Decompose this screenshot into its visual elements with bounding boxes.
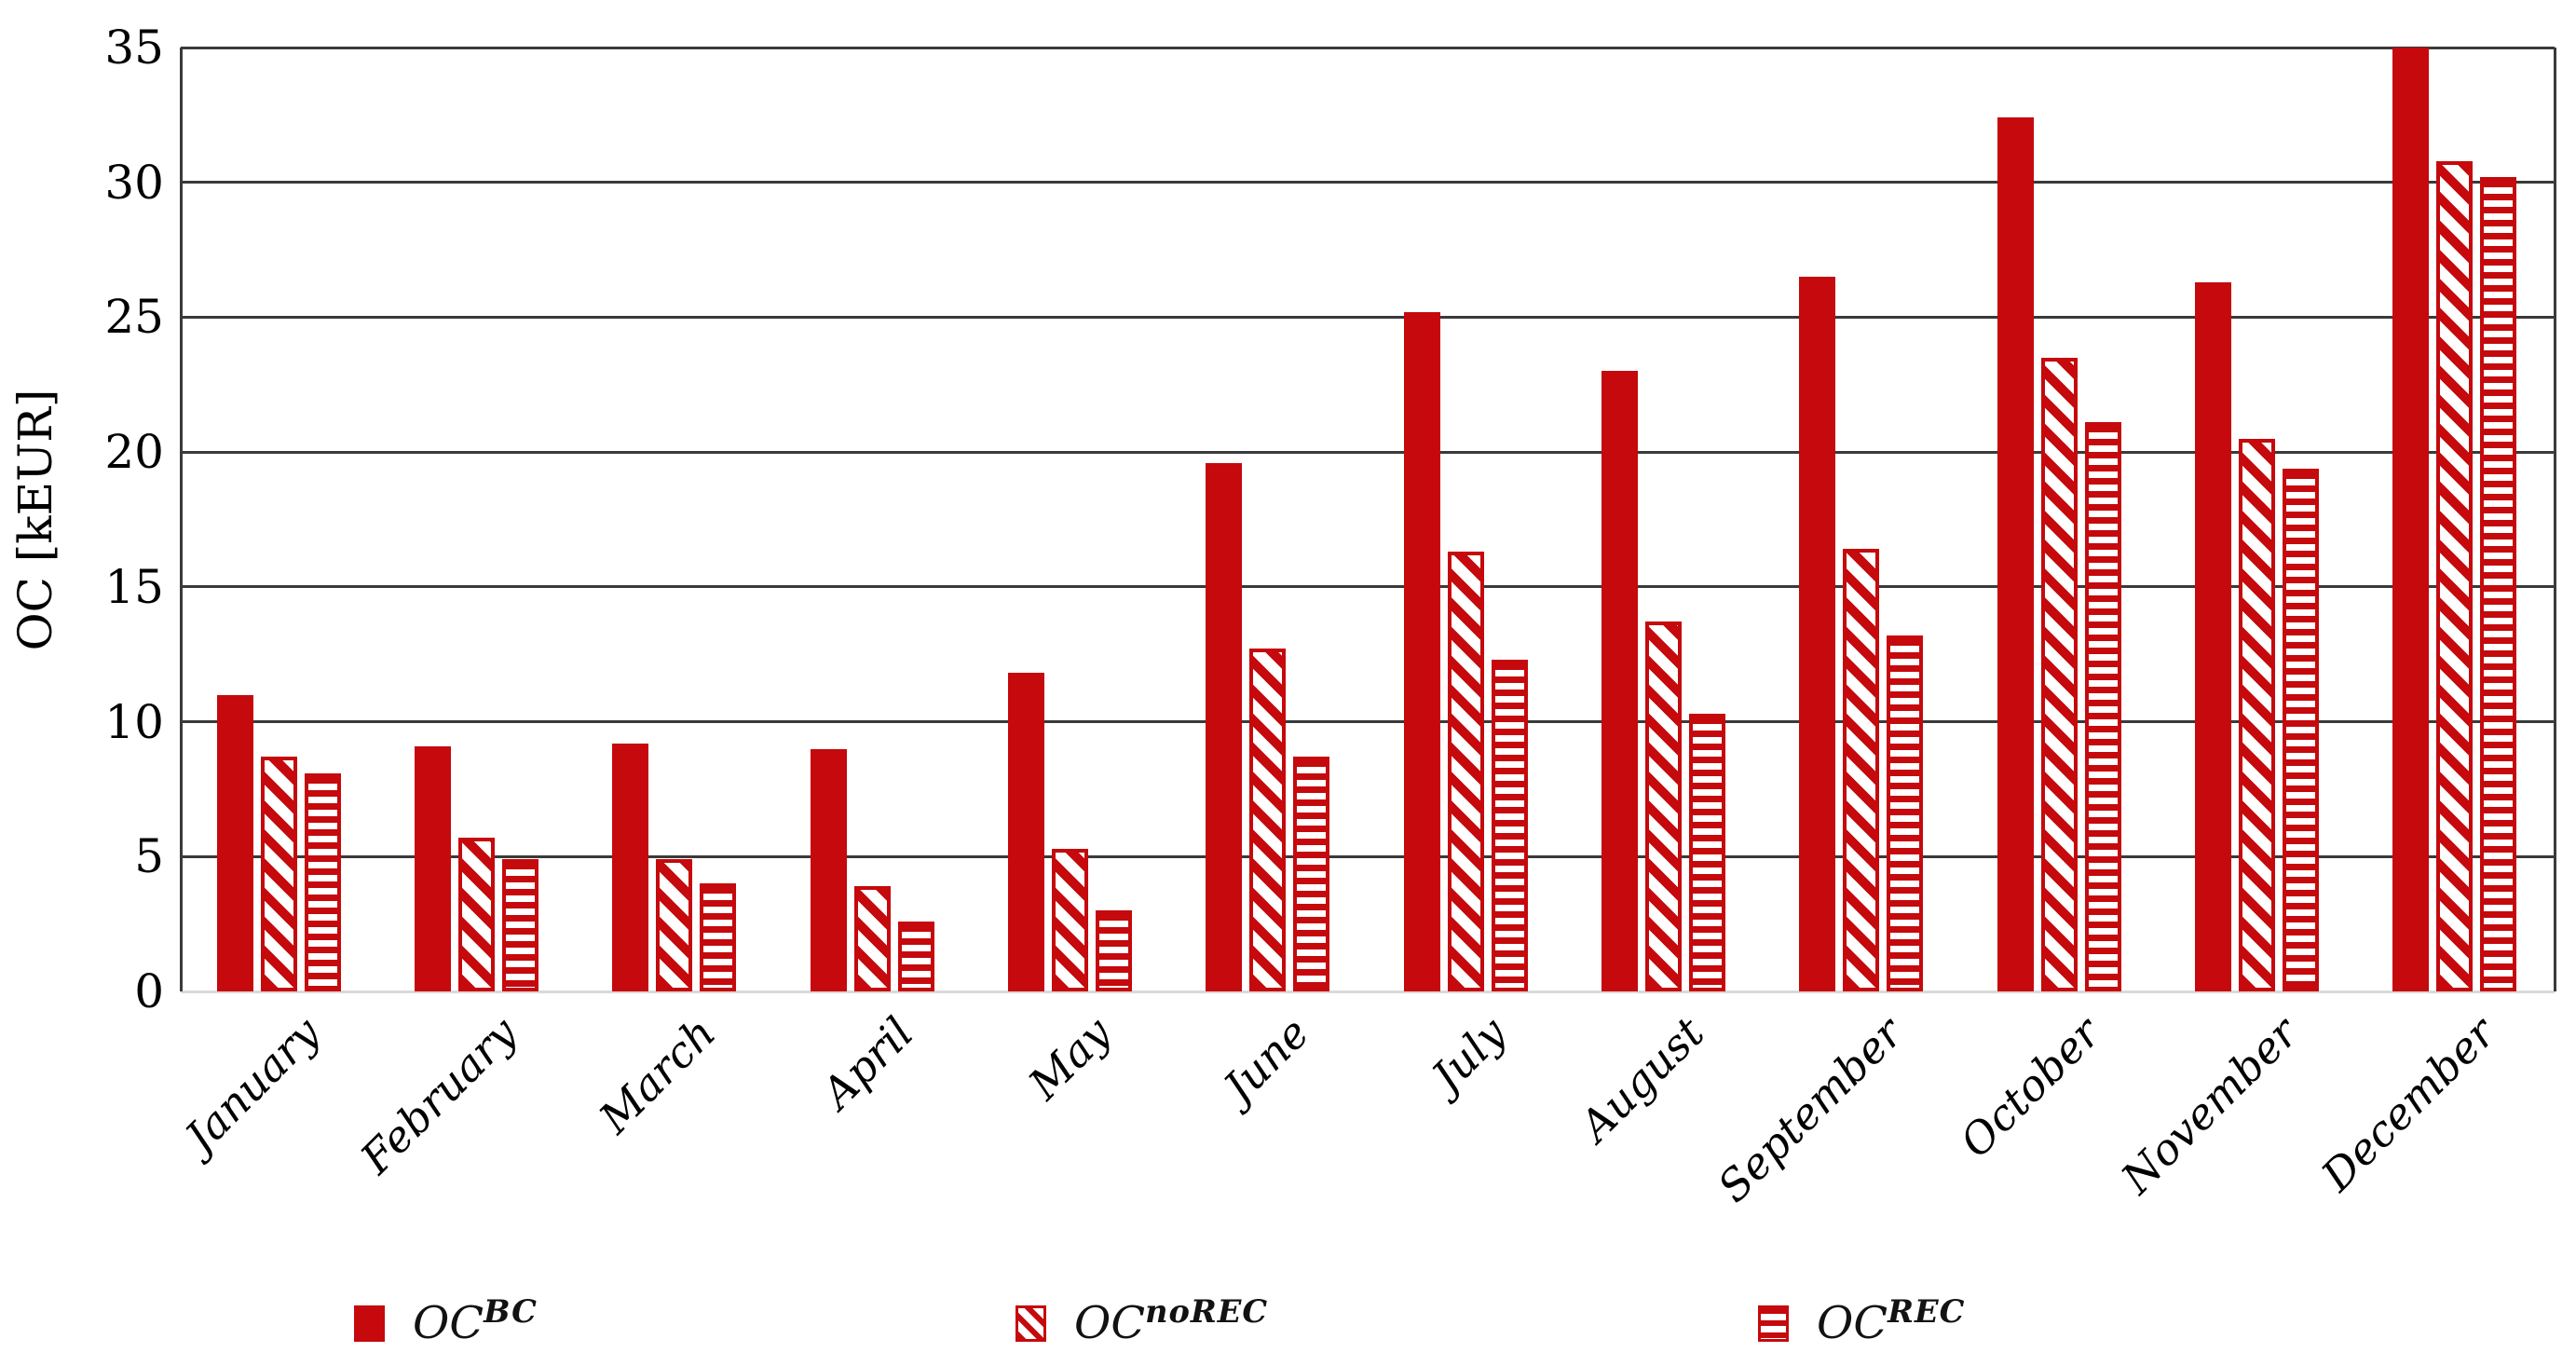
bar-oc-norec-february — [457, 838, 495, 991]
y-tick-label-15: 15 — [104, 559, 164, 614]
x-axis-label-august: August — [1570, 1007, 1714, 1152]
bar-oc-bc-october — [1997, 117, 2034, 991]
bar-oc-rec-november — [2282, 468, 2319, 991]
y-tick-label-0: 0 — [134, 964, 164, 1018]
bar-oc-bc-april — [810, 748, 847, 991]
y-tick-label-10: 10 — [104, 694, 164, 749]
legend-item-oc-bc: OCBC — [354, 1288, 538, 1359]
bar-oc-norec-september — [1843, 549, 1880, 991]
y-axis-line — [179, 48, 183, 991]
bar-oc-norec-june — [1249, 649, 1287, 991]
gridline-30 — [181, 181, 2555, 184]
gridline-10 — [181, 720, 2555, 724]
bar-oc-bc-may — [1007, 673, 1044, 991]
x-axis-label-february: February — [350, 1007, 527, 1184]
bar-oc-norec-april — [853, 886, 891, 991]
x-axis-line — [181, 990, 2555, 993]
y-tick-label-20: 20 — [104, 425, 164, 480]
gridline-15 — [181, 585, 2555, 589]
bar-oc-norec-july — [1447, 552, 1484, 991]
bar-oc-rec-january — [304, 772, 341, 991]
legend-label-oc-norec: OCnoREC — [1074, 1295, 1268, 1349]
x-axis-label-june: June — [1213, 1007, 1319, 1113]
bar-oc-bc-august — [1601, 371, 1638, 991]
legend-marker-diagonal-hatch-icon — [1015, 1305, 1046, 1342]
x-axis-label-september: September — [1707, 1007, 1913, 1212]
legend-label-base: OC — [413, 1297, 484, 1349]
legend-marker-horizontal-hatch-icon — [1758, 1305, 1789, 1342]
gridline-5 — [181, 854, 2555, 858]
bar-oc-norec-august — [1644, 622, 1682, 991]
y-tick-label-30: 30 — [104, 155, 164, 210]
bar-oc-norec-november — [2238, 438, 2275, 991]
bar-oc-bc-january — [216, 694, 253, 991]
legend-label-base: OC — [1817, 1297, 1888, 1349]
bar-oc-rec-june — [1293, 757, 1330, 991]
bar-oc-bc-december — [2392, 48, 2430, 991]
bar-oc-bc-february — [414, 745, 451, 991]
legend-label-oc-rec: OCREC — [1817, 1295, 1965, 1349]
x-axis-label-march: March — [589, 1007, 726, 1143]
plot-right-border — [2553, 48, 2556, 991]
x-axis-label-november: November — [2111, 1007, 2308, 1204]
bar-oc-rec-february — [501, 859, 538, 991]
legend-label-sup: REC — [1888, 1292, 1966, 1330]
bar-oc-bc-june — [1206, 462, 1243, 991]
x-axis-label-may: May — [1018, 1007, 1121, 1110]
bar-oc-rec-july — [1491, 660, 1528, 991]
bar-oc-rec-september — [1887, 635, 1924, 991]
y-tick-label-5: 5 — [134, 829, 164, 884]
gridline-35 — [181, 46, 2555, 49]
bar-oc-rec-october — [2084, 422, 2121, 991]
bar-oc-norec-march — [656, 859, 693, 991]
bar-oc-rec-march — [700, 883, 737, 991]
legend-label-sup: noREC — [1145, 1292, 1269, 1330]
bar-oc-norec-october — [2040, 357, 2078, 991]
bar-oc-rec-august — [1688, 713, 1725, 991]
legend-item-oc-norec: OCnoREC — [1015, 1288, 1268, 1359]
legend-label-base: OC — [1074, 1297, 1146, 1349]
bar-oc-bc-july — [1403, 311, 1440, 991]
legend-label-oc-bc: OCBC — [413, 1295, 538, 1349]
gridline-20 — [181, 450, 2555, 454]
x-axis-label-october: October — [1950, 1007, 2110, 1168]
x-axis-label-january: January — [174, 1007, 330, 1163]
bar-oc-bc-september — [1799, 277, 1836, 991]
bar-oc-bc-march — [612, 743, 649, 991]
y-tick-label-25: 25 — [104, 290, 164, 345]
bar-oc-rec-april — [897, 921, 934, 991]
bar-oc-norec-may — [1051, 848, 1088, 991]
legend-item-oc-rec: OCREC — [1758, 1288, 1965, 1359]
y-tick-label-35: 35 — [104, 20, 164, 75]
x-axis-label-december: December — [2311, 1007, 2506, 1201]
bar-oc-rec-december — [2480, 176, 2517, 991]
legend-label-sup: BC — [484, 1292, 538, 1330]
legend-marker-solid-icon — [354, 1305, 385, 1342]
gridline-25 — [181, 315, 2555, 319]
bar-oc-norec-january — [260, 757, 297, 991]
bar-oc-rec-may — [1095, 910, 1132, 991]
bar-oc-norec-december — [2436, 160, 2474, 991]
bar-oc-bc-november — [2194, 281, 2231, 991]
x-axis-label-july: July — [1422, 1007, 1517, 1102]
x-axis-label-april: April — [811, 1007, 923, 1119]
